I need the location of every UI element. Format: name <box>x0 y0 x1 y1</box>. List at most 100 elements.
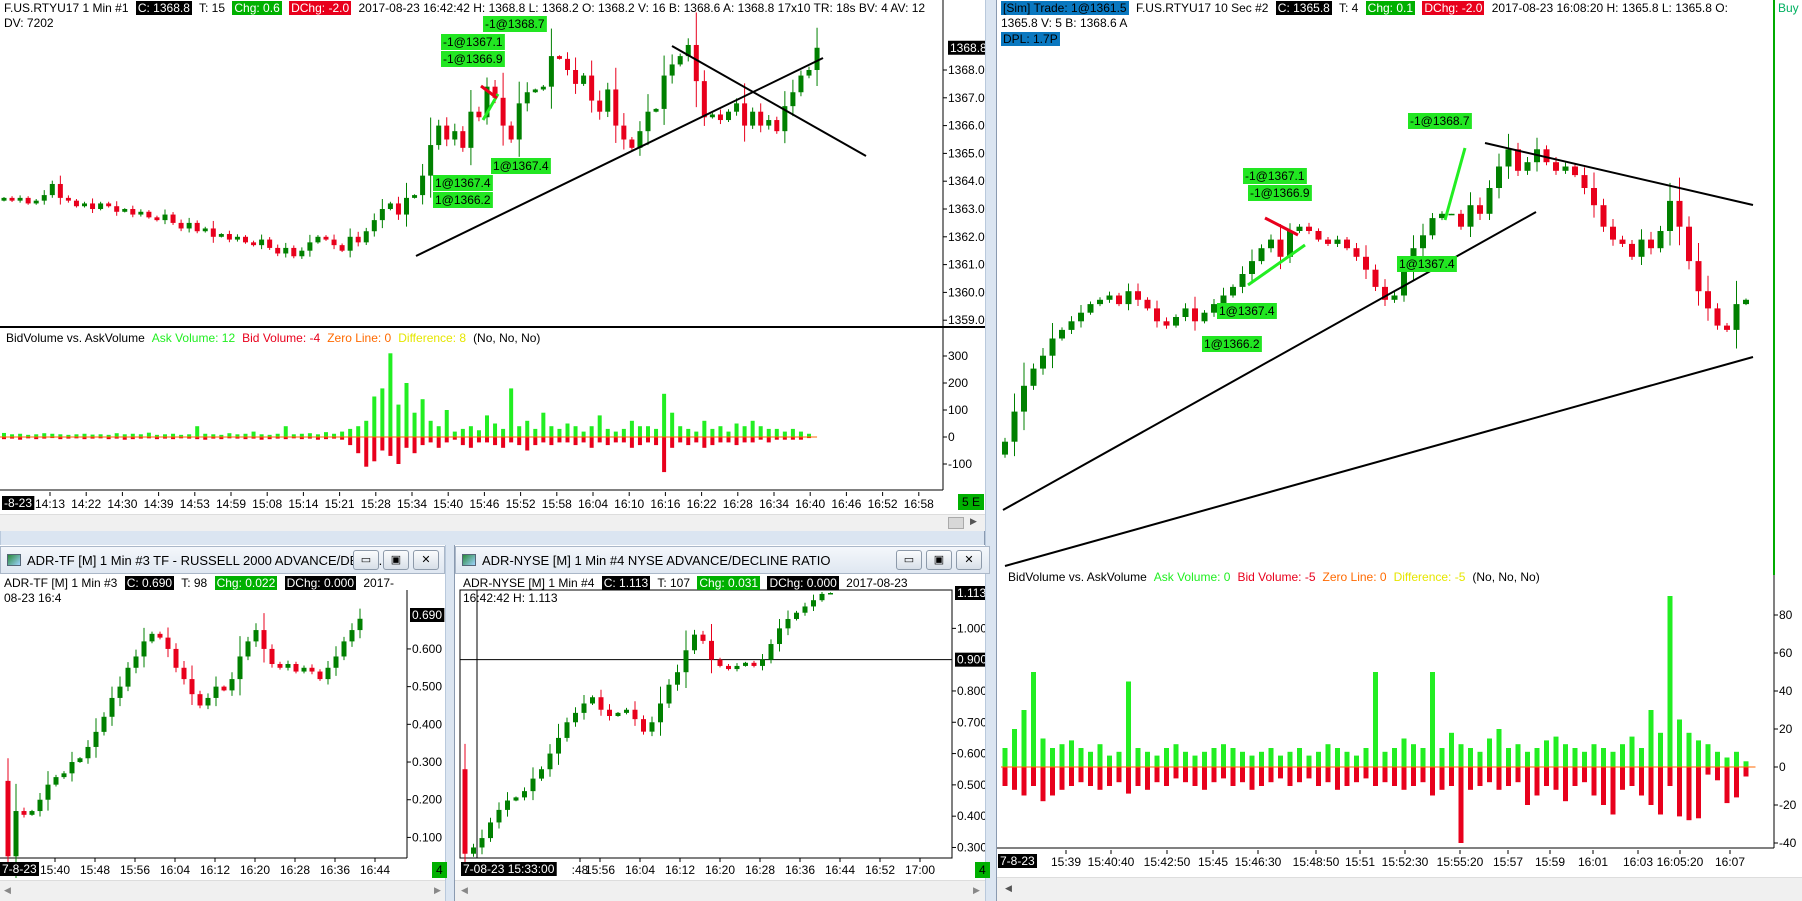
chart1-volume-ask-bar <box>2 432 6 437</box>
chart1-candle <box>436 125 442 146</box>
adr-nyse-crosshair-value-bg <box>955 652 990 667</box>
chart2-scrollbar[interactable]: ◀ <box>997 877 1802 901</box>
adr-nyse-candle <box>539 769 544 779</box>
adr-tf-candle <box>101 716 107 732</box>
chart1-volume-ask-bar <box>340 431 345 437</box>
adr-tf-titlebar[interactable]: ADR-TF [M] 1 Min #3 TF - RUSSELL 2000 AD… <box>0 546 445 574</box>
chart1-volume-ask-bar <box>573 426 578 437</box>
buy-label[interactable]: Buy <box>1778 1 1799 15</box>
chart1-volume-bid-bar <box>501 437 506 448</box>
chart1-volume-ask-bar <box>259 434 264 437</box>
minimize-button[interactable]: ▭ <box>896 550 922 570</box>
chart2-volume-ask-bar <box>1696 740 1701 767</box>
chart1-volume-bid-bar <box>291 437 296 439</box>
chart1-scrollbar[interactable]: ▶ <box>0 514 985 531</box>
scroll-left-arrow-icon[interactable]: ◀ <box>4 885 11 895</box>
adr-nyse-candle <box>726 665 731 670</box>
chart1-candle <box>661 75 667 109</box>
chart2-volume-ask-bar <box>1715 751 1720 767</box>
chart2-volume-ask-bar <box>1221 744 1226 767</box>
bid-volume-label: Bid Volume: -4 <box>242 331 321 345</box>
adr-tf-time-label: 15:56 <box>120 863 150 877</box>
vertical-splitter[interactable] <box>985 0 997 901</box>
scroll-right-arrow-icon[interactable]: ▶ <box>973 885 980 895</box>
restore-button[interactable]: ▣ <box>926 550 952 570</box>
adr-nyse-scrollbar[interactable]: ◀ ▶ <box>455 880 985 901</box>
chart2-volume-ask-bar <box>1230 748 1236 767</box>
horizontal-splitter[interactable] <box>0 531 985 545</box>
adr-tf-time-label: 15:40 <box>40 863 70 877</box>
daily-change-badge: DChg: 0.000 <box>284 576 357 590</box>
chart2-volume-bid-bar <box>1544 767 1549 786</box>
chart1-price-tick-label: 1367.0 <box>948 91 985 105</box>
minimize-button[interactable]: ▭ <box>353 550 379 570</box>
adr-nyse-titlebar[interactable]: ADR-NYSE [M] 1 Min #4 NYSE ADVANCE/DECLI… <box>455 546 990 574</box>
chart2-candle <box>1268 239 1274 249</box>
chart1-volume-ask-bar <box>50 433 55 437</box>
adr-tf-candle <box>325 667 331 680</box>
chart2-volume-ask-bar <box>1145 751 1150 767</box>
chart2-volume-ask-bar <box>1097 744 1103 767</box>
chart1-candle <box>122 209 128 212</box>
chart1-candle <box>154 217 160 221</box>
chart2-candle <box>1220 295 1227 305</box>
adr-nyse-candle <box>496 809 502 823</box>
chart1-volume-bid-bar <box>412 437 417 454</box>
adr-tf-time-label: 16:44 <box>360 863 390 877</box>
scroll-left-arrow-icon[interactable]: ◀ <box>461 885 468 895</box>
chart1-volume-bid-bar <box>122 437 127 440</box>
chart1-candle <box>138 211 144 215</box>
close-badge: C: 1.113 <box>601 576 651 590</box>
close-button[interactable]: ✕ <box>413 550 439 570</box>
chart1-candle <box>299 250 305 257</box>
chart2-volume-ask-bar <box>1525 751 1530 767</box>
adr-tf-candle <box>21 811 27 815</box>
chart1-volume-bid-bar <box>90 437 95 439</box>
chart1-volume-bid-bar <box>42 437 47 439</box>
chart1-volume-bid-bar <box>533 437 538 446</box>
adr-tf-scrollbar[interactable]: ◀ ▶ <box>0 880 445 901</box>
chart1-volume-bid-bar <box>798 437 803 440</box>
chart1-candle <box>106 203 112 207</box>
chart1-volume-bid-bar <box>718 437 723 443</box>
chart2-volume-bid-bar <box>1705 767 1711 775</box>
chart1-time-label: 16:52 <box>868 497 898 511</box>
chart2-candle <box>1353 248 1360 257</box>
chart1-time-label: 16:10 <box>614 497 644 511</box>
chart1-volume-bid-bar <box>114 437 119 439</box>
chart2-candle <box>1106 295 1113 300</box>
chart2-trendline <box>1004 356 1754 567</box>
scroll-right-arrow-icon[interactable]: ▶ <box>970 516 977 526</box>
adr-tf-candle <box>221 686 227 691</box>
chart1-volume-ask-bar <box>122 434 127 437</box>
chart1-volume-ask-bar <box>146 432 151 437</box>
chart1-price-tick-label: 1365.0 <box>948 146 985 160</box>
chart1-volume-ask-bar <box>388 353 393 437</box>
chart1-time-label: 15:08 <box>252 497 282 511</box>
chart2-volume-ask-bar <box>1734 751 1739 767</box>
chart2-trade-label-bg <box>1397 256 1457 272</box>
chart2-candle <box>1515 149 1521 171</box>
chart1-volume-bid-bar <box>662 437 667 473</box>
adr-tf-candle <box>357 618 363 631</box>
adr-nyse-time-label: 15:56 <box>585 863 615 877</box>
close-button[interactable]: ✕ <box>956 550 982 570</box>
restore-button[interactable]: ▣ <box>383 550 409 570</box>
chart2-candle <box>1315 231 1322 240</box>
adr-tf-candle <box>125 667 131 687</box>
chart2-volume-bid-bar <box>1154 767 1160 783</box>
chart2-candle <box>1429 218 1436 236</box>
chart2-volume-bid-bar <box>1496 767 1502 790</box>
chart1-candle <box>444 125 450 140</box>
chart1-trendline <box>415 57 824 257</box>
scroll-right-arrow-icon[interactable]: ▶ <box>434 885 441 895</box>
chart1-volume-ask-bar <box>541 412 546 437</box>
scrollbar-thumb[interactable] <box>948 517 964 529</box>
bottom-splitter[interactable] <box>445 545 455 901</box>
chart2-candle <box>1372 269 1379 287</box>
chart1-volume-bid-bar <box>509 437 514 443</box>
ask-volume-label: Ask Volume: 12 <box>151 331 236 345</box>
chart2-trade-line <box>1443 147 1467 221</box>
scroll-left-arrow-icon[interactable]: ◀ <box>1005 883 1012 893</box>
